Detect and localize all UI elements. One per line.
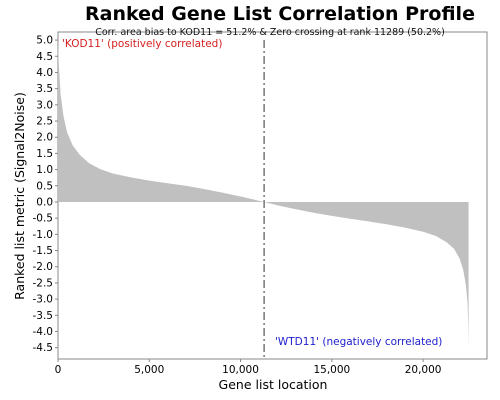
y-tick-label: 1.0 <box>36 164 53 176</box>
y-tick-label: 2.5 <box>36 116 53 128</box>
y-tick-label: -3.5 <box>33 310 54 322</box>
y-tick-label: 4.0 <box>36 67 53 79</box>
y-tick-label: 1.5 <box>36 148 53 160</box>
x-tick-label: 5,000 <box>134 364 164 376</box>
x-tick-label: 15,000 <box>313 364 350 376</box>
x-axis-label: Gene list location <box>219 377 328 392</box>
y-axis: 5.0 4.5 4.0 3.5 3.0 2.5 2.0 1.5 1.0 0.5 0.0 -0.5 -1.… <box>33 35 58 354</box>
x-tick-label: 0 <box>55 364 62 376</box>
y-tick-label: -2.0 <box>33 261 54 273</box>
y-axis-label: Ranked list metric (Signal2Noise) <box>12 92 27 300</box>
y-tick-label: -4.0 <box>33 326 54 338</box>
y-tick-label: -3.0 <box>33 294 54 306</box>
area-series <box>58 40 469 348</box>
y-tick-label: 4.5 <box>36 51 53 63</box>
y-tick-label: 0.0 <box>36 196 53 208</box>
y-tick-label: -0.5 <box>33 213 54 225</box>
y-tick-label: -1.5 <box>33 245 54 257</box>
x-tick-label: 10,000 <box>222 364 259 376</box>
x-axis: 0 5,000 10,000 15,000 20,000 <box>55 359 442 376</box>
bias-annotation: Corr. area bias to KOD11 = 51.2% & Zero … <box>95 27 445 38</box>
y-tick-label: -4.5 <box>33 342 54 354</box>
y-tick-label: -2.5 <box>33 277 54 289</box>
y-tick-label: 5.0 <box>36 35 53 47</box>
y-tick-label: -1.0 <box>33 229 54 241</box>
y-tick-label: 0.5 <box>36 180 53 192</box>
negative-label: 'WTD11' (negatively correlated) <box>275 336 442 348</box>
chart-title: Ranked Gene List Correlation Profile <box>85 3 475 25</box>
positive-label: 'KOD11' (positively correlated) <box>62 38 222 50</box>
x-tick-label: 20,000 <box>405 364 442 376</box>
y-tick-label: 2.0 <box>36 132 53 144</box>
y-tick-label: 3.0 <box>36 99 53 111</box>
y-tick-label: 3.5 <box>36 83 53 95</box>
